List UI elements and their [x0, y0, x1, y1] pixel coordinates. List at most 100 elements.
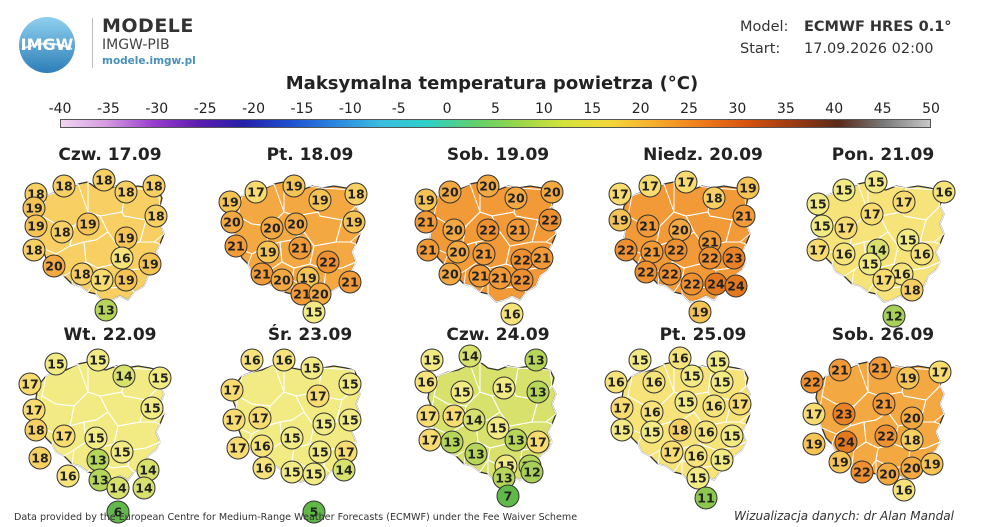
- scale-tick-label: 50: [922, 101, 940, 117]
- temperature-value: 12: [885, 309, 902, 324]
- temperature-marker: [702, 394, 726, 418]
- temperature-value: 17: [809, 243, 826, 258]
- start-row: Start: 17.09.2026 02:00: [740, 41, 933, 57]
- temperature-value: 18: [147, 209, 164, 224]
- temperature-value: 18: [73, 267, 90, 282]
- temperature-marker: [710, 448, 734, 472]
- day-title: Śr. 23.09: [268, 323, 352, 345]
- temperature-marker: [806, 192, 830, 216]
- temperature-marker: [342, 210, 366, 234]
- temperature-marker: [44, 352, 68, 376]
- start-label: Start:: [740, 41, 781, 57]
- temperature-marker: [872, 392, 896, 416]
- temperature-value: 20: [445, 223, 463, 238]
- temperature-marker: [492, 376, 516, 400]
- temperature-marker: [282, 174, 306, 198]
- temperature-value: 21: [875, 397, 892, 412]
- temperature-value: 19: [285, 179, 302, 194]
- temperature-value: 17: [641, 179, 658, 194]
- temperature-value: 17: [247, 185, 264, 200]
- temperature-colorbar: [60, 119, 931, 128]
- temperature-value: 22: [513, 273, 530, 288]
- temperature-value: 16: [243, 353, 261, 368]
- temperature-marker: [540, 180, 564, 204]
- temperature-value: 17: [419, 409, 436, 424]
- temperature-value: 20: [311, 287, 329, 302]
- temperature-value: 18: [347, 187, 364, 202]
- temperature-marker: [76, 212, 100, 236]
- temperature-value: 14: [135, 481, 153, 496]
- brand-url[interactable]: modele.imgw.pl: [102, 55, 196, 67]
- temperature-value: 17: [663, 445, 680, 460]
- temperature-marker: [932, 180, 956, 204]
- temperature-value: 17: [863, 207, 880, 222]
- temperature-marker: [658, 262, 682, 286]
- temperature-marker: [280, 426, 304, 450]
- temperature-value: 15: [723, 429, 740, 444]
- temperature-value: 21: [227, 239, 244, 254]
- day-title: Czw. 24.09: [446, 325, 549, 345]
- temperature-marker: [526, 380, 550, 404]
- temperature-value: 17: [337, 445, 354, 460]
- temperature-marker: [414, 370, 438, 394]
- temperature-marker: [806, 238, 830, 262]
- temperature-marker: [270, 268, 294, 292]
- temperature-value: 22: [701, 251, 718, 266]
- temperature-marker: [344, 182, 368, 206]
- temperature-value: 13: [89, 453, 106, 468]
- temperature-value: 15: [341, 377, 358, 392]
- temperature-value: 22: [877, 429, 894, 444]
- temperature-value: 21: [341, 275, 358, 290]
- temperature-value: 17: [225, 413, 242, 428]
- temperature-value: 6: [114, 505, 123, 520]
- scale-tick-label: 20: [631, 101, 650, 117]
- scale-tick-label: -15: [290, 101, 314, 117]
- temperature-value: 17: [55, 429, 72, 444]
- temperature-value: 21: [701, 235, 718, 250]
- temperature-marker: [438, 262, 462, 286]
- temperature-value: 18: [53, 225, 70, 240]
- temperature-value: 15: [303, 361, 320, 376]
- ecmwf-credit: Data provided by the European Centre for…: [14, 512, 578, 523]
- temperature-value: 20: [45, 259, 63, 274]
- temperature-value: 15: [341, 413, 358, 428]
- temperature-value: 20: [223, 215, 241, 230]
- temperature-marker: [530, 246, 554, 270]
- temperature-value: 16: [275, 353, 293, 368]
- temperature-value: 22: [661, 267, 678, 282]
- temperature-marker: [472, 242, 496, 266]
- scale-tick-label: 5: [491, 101, 500, 117]
- temperature-marker: [312, 412, 336, 436]
- temperature-value: 15: [151, 371, 168, 386]
- temperature-value: 16: [253, 439, 271, 454]
- temperature-marker: [702, 186, 726, 210]
- temperature-marker: [694, 486, 718, 510]
- temperature-value: 20: [507, 191, 525, 206]
- temperature-marker: [728, 392, 752, 416]
- temperature-value: 14: [109, 481, 127, 496]
- temperature-marker: [688, 300, 712, 324]
- temperature-value: 16: [835, 247, 853, 262]
- temperature-marker: [604, 370, 628, 394]
- temperature-marker: [674, 170, 698, 194]
- temperature-value: 21: [491, 271, 508, 286]
- temperature-marker: [446, 240, 470, 264]
- temperature-marker: [256, 240, 280, 264]
- temperature-value: 11: [697, 491, 714, 506]
- temperature-value: 18: [117, 185, 134, 200]
- temperature-value: 17: [445, 409, 462, 424]
- temperature-value: 17: [613, 401, 630, 416]
- temperature-marker: [42, 254, 66, 278]
- temperature-value: 17: [731, 397, 748, 412]
- temperature-value: 22: [479, 223, 496, 238]
- temperature-marker: [828, 358, 852, 382]
- temperature-value: 15: [867, 175, 884, 190]
- temperature-value: 15: [87, 431, 104, 446]
- temperature-value: 15: [631, 353, 648, 368]
- temperature-value: 14: [335, 463, 353, 478]
- temperature-marker: [910, 242, 934, 266]
- temperature-marker: [722, 246, 746, 270]
- temperature-value: 17: [25, 403, 42, 418]
